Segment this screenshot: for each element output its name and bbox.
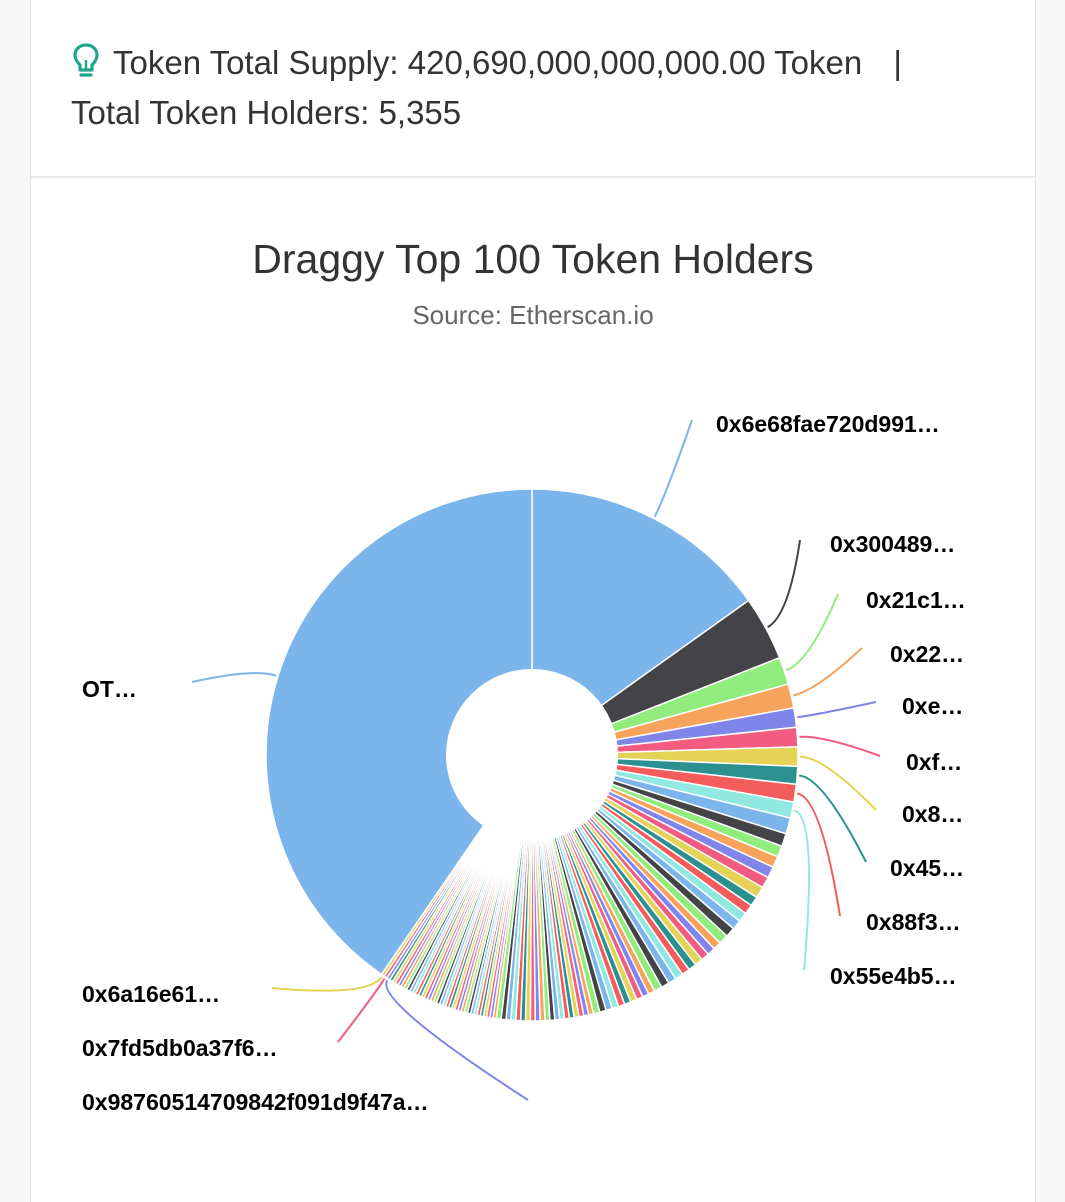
label-connector xyxy=(337,978,386,1043)
label-connector xyxy=(793,809,811,971)
label-connector xyxy=(796,792,841,917)
label-connector xyxy=(799,774,867,863)
chart-subtitle: Source: Etherscan.io xyxy=(412,300,654,330)
slice-label: 0x6a16e61… xyxy=(82,981,220,1007)
total-holders-label: Total Token Holders: xyxy=(71,94,370,131)
total-holders-value: 5,355 xyxy=(378,94,462,131)
slice-label: 0x21c1… xyxy=(866,587,966,613)
slice-label: 0x45… xyxy=(890,855,964,881)
total-supply-value: 420,690,000,000,000.00 Token xyxy=(407,44,863,81)
slice-label: OT… xyxy=(82,676,137,702)
slice-label: 0x88f3… xyxy=(866,909,961,935)
slice-label: 0x22… xyxy=(890,641,964,667)
chart-title: Draggy Top 100 Token Holders xyxy=(252,236,814,282)
slice-label: 0xf… xyxy=(906,749,962,775)
stats-separator: | xyxy=(893,44,902,81)
slice-label: 0x8… xyxy=(902,801,963,827)
pie-slice[interactable] xyxy=(265,488,533,976)
label-connector xyxy=(191,672,277,683)
slice-label: 0x6e68fae720d991… xyxy=(716,411,940,437)
label-connector xyxy=(793,647,863,697)
label-connector xyxy=(799,735,881,757)
slice-label: 0x300489… xyxy=(830,531,955,557)
total-supply-label: Token Total Supply: xyxy=(113,44,399,81)
slice-label: 0x98760514709842f091d9f47a… xyxy=(82,1089,429,1115)
label-connector xyxy=(799,755,877,811)
slice-label: 0x55e4b5… xyxy=(830,963,957,989)
lightbulb-icon xyxy=(73,43,99,77)
label-connector xyxy=(785,593,839,672)
card-divider xyxy=(31,176,1035,178)
label-connector xyxy=(271,976,383,992)
label-connector xyxy=(797,701,877,719)
label-connector xyxy=(653,419,693,518)
token-stats: Token Total Supply: 420,690,000,000,000.… xyxy=(71,38,1011,138)
label-connector xyxy=(385,979,529,1101)
slice-label: 0xe… xyxy=(902,693,963,719)
pie-center-hole xyxy=(446,669,618,841)
slice-label: 0x7fd5db0a37f6… xyxy=(82,1035,278,1061)
label-connector xyxy=(767,539,801,629)
